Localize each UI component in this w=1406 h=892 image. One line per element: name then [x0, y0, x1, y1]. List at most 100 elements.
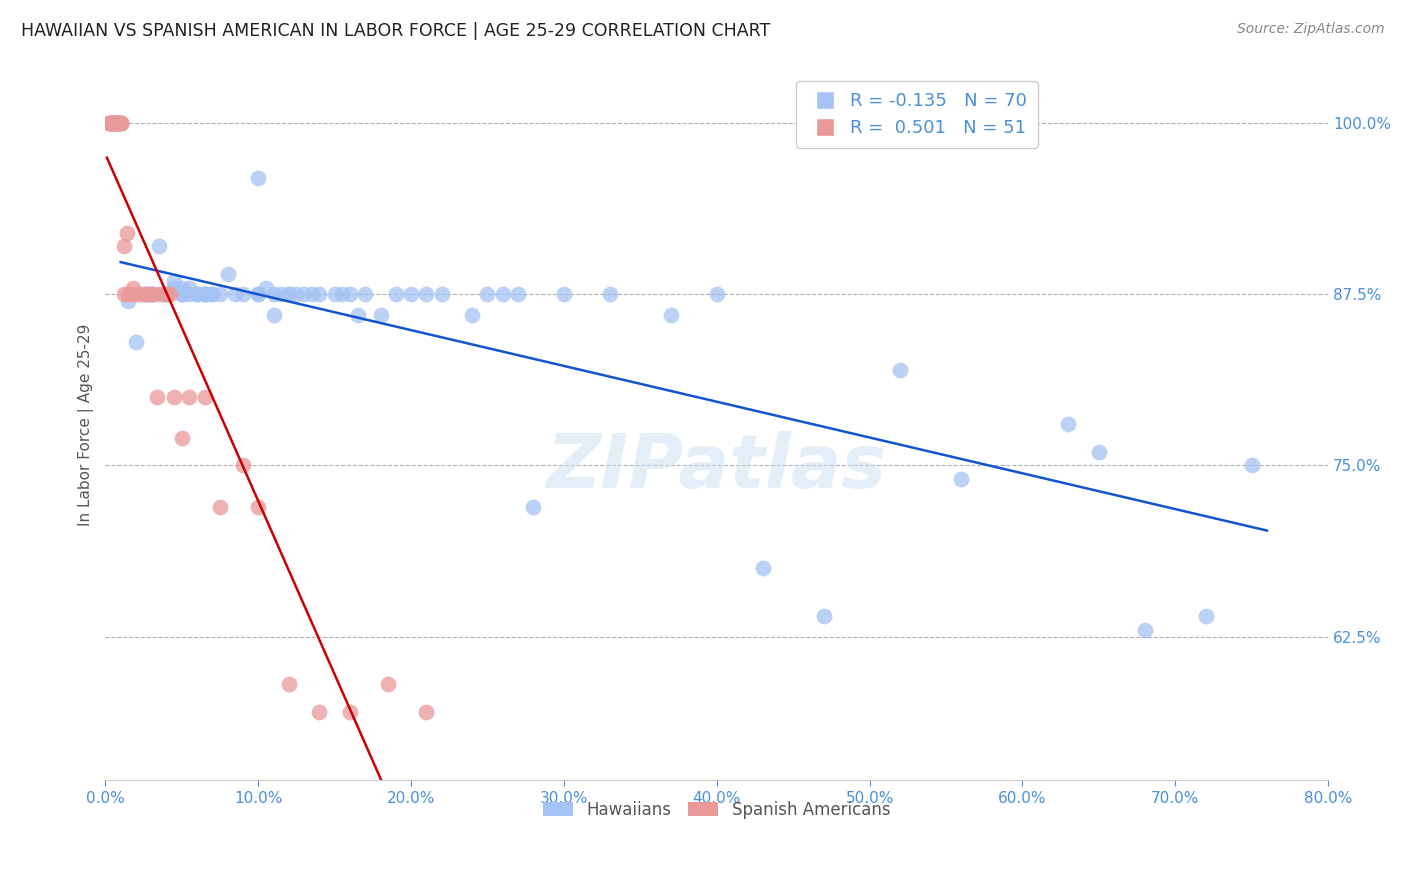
Point	[263, 308, 285, 322]
Point	[170, 287, 193, 301]
Text: HAWAIIAN VS SPANISH AMERICAN IN LABOR FORCE | AGE 25-29 CORRELATION CHART: HAWAIIAN VS SPANISH AMERICAN IN LABOR FO…	[21, 22, 770, 40]
Point	[430, 287, 453, 301]
Point	[107, 116, 129, 130]
Point	[98, 116, 121, 130]
Point	[813, 609, 835, 624]
Point	[103, 116, 125, 130]
Point	[1240, 458, 1263, 473]
Point	[1133, 623, 1156, 637]
Point	[112, 239, 135, 253]
Point	[232, 458, 254, 473]
Point	[659, 308, 682, 322]
Point	[706, 287, 728, 301]
Point	[186, 287, 208, 301]
Point	[247, 287, 270, 301]
Point	[132, 287, 155, 301]
Point	[101, 116, 124, 130]
Point	[224, 287, 246, 301]
Point	[98, 116, 121, 130]
Point	[103, 116, 125, 130]
Point	[1088, 444, 1111, 458]
Y-axis label: In Labor Force | Age 25-29: In Labor Force | Age 25-29	[79, 323, 94, 525]
Point	[201, 287, 224, 301]
Point	[108, 116, 131, 130]
Point	[217, 267, 239, 281]
Point	[1057, 417, 1080, 432]
Point	[100, 116, 122, 130]
Point	[308, 287, 330, 301]
Point	[339, 705, 361, 719]
Point	[208, 287, 231, 301]
Point	[117, 294, 139, 309]
Point	[125, 335, 148, 350]
Point	[125, 287, 148, 301]
Point	[301, 287, 323, 301]
Point	[415, 287, 437, 301]
Point	[118, 287, 141, 301]
Point	[553, 287, 575, 301]
Point	[115, 226, 138, 240]
Point	[522, 500, 544, 514]
Point	[751, 561, 773, 575]
Point	[148, 239, 170, 253]
Point	[105, 116, 128, 130]
Point	[292, 287, 315, 301]
Point	[110, 116, 132, 130]
Point	[128, 287, 150, 301]
Point	[339, 287, 361, 301]
Point	[277, 287, 299, 301]
Point	[492, 287, 515, 301]
Point	[105, 116, 128, 130]
Point	[100, 116, 122, 130]
Point	[148, 287, 170, 301]
Legend: Hawaiians, Spanish Americans: Hawaiians, Spanish Americans	[537, 794, 897, 825]
Point	[254, 280, 277, 294]
Point	[323, 287, 346, 301]
Point	[415, 705, 437, 719]
Point	[170, 280, 193, 294]
Point	[506, 287, 529, 301]
Point	[110, 116, 132, 130]
Point	[101, 116, 124, 130]
Point	[599, 287, 621, 301]
Point	[247, 287, 270, 301]
Point	[108, 116, 131, 130]
Point	[112, 287, 135, 301]
Point	[143, 287, 166, 301]
Point	[150, 287, 173, 301]
Point	[101, 116, 124, 130]
Point	[105, 116, 128, 130]
Point	[285, 287, 308, 301]
Point	[270, 287, 292, 301]
Text: Source: ZipAtlas.com: Source: ZipAtlas.com	[1237, 22, 1385, 37]
Point	[232, 287, 254, 301]
Point	[163, 390, 186, 404]
Point	[141, 287, 163, 301]
Point	[135, 287, 157, 301]
Point	[263, 287, 285, 301]
Point	[247, 500, 270, 514]
Point	[107, 116, 129, 130]
Point	[370, 308, 392, 322]
Point	[208, 500, 231, 514]
Point	[132, 287, 155, 301]
Point	[277, 287, 299, 301]
Point	[399, 287, 422, 301]
Point	[330, 287, 353, 301]
Point	[141, 287, 163, 301]
Point	[107, 116, 129, 130]
Point	[377, 677, 399, 691]
Point	[194, 287, 217, 301]
Point	[163, 280, 186, 294]
Point	[101, 116, 124, 130]
Point	[194, 287, 217, 301]
Point	[97, 116, 120, 130]
Point	[155, 287, 177, 301]
Point	[194, 390, 217, 404]
Point	[186, 287, 208, 301]
Point	[136, 287, 159, 301]
Point	[950, 472, 973, 486]
Point	[354, 287, 377, 301]
Point	[194, 287, 217, 301]
Point	[163, 274, 186, 288]
